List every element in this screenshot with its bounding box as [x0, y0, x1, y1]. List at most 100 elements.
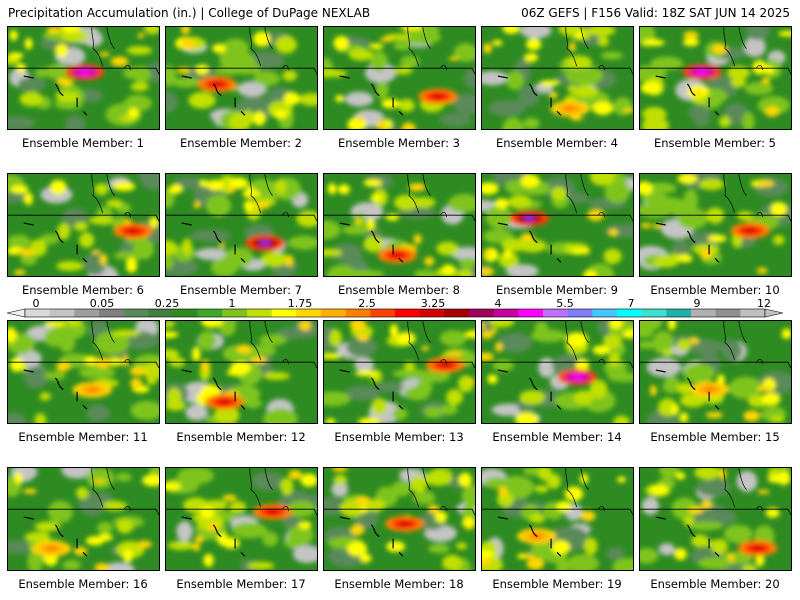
precip-blob	[566, 554, 599, 570]
precip-blob	[332, 468, 348, 472]
precip-blob	[408, 183, 426, 192]
precip-field	[8, 27, 159, 129]
lake-outlines	[339, 516, 404, 557]
precip-blob	[14, 472, 23, 485]
precip-blob	[44, 321, 66, 327]
precip-blob	[335, 94, 345, 103]
precip-blob	[167, 387, 182, 407]
precip-blob	[85, 536, 105, 546]
ensemble-member-label: Ensemble Member: 1	[22, 136, 144, 150]
ensemble-member-label: Ensemble Member: 14	[492, 430, 622, 444]
precip-blob	[413, 234, 422, 245]
ensemble-member-label: Ensemble Member: 10	[650, 283, 780, 297]
precip-max-core	[523, 215, 536, 222]
precip-blob	[482, 43, 492, 54]
colorbar-swatch	[49, 309, 75, 317]
precip-blob	[259, 334, 287, 346]
precip-blob	[723, 524, 753, 544]
ensemble-map-panel	[639, 467, 792, 571]
ensemble-map-panel	[165, 467, 318, 571]
precip-blob	[573, 85, 599, 98]
precip-blob	[455, 542, 468, 550]
precip-blob	[298, 93, 317, 106]
colorbar-swatch	[247, 309, 272, 317]
precip-blob	[144, 27, 159, 35]
ensemble-member-label: Ensemble Member: 6	[22, 283, 144, 297]
precip-blob	[94, 562, 110, 570]
precip-max-core	[218, 398, 231, 405]
precip-blob	[188, 91, 216, 109]
precip-blob	[250, 356, 267, 364]
precip-blob	[488, 100, 526, 117]
precip-blob	[434, 511, 448, 523]
precip-blob	[337, 184, 350, 195]
colorbar-min-arrow	[6, 308, 26, 318]
precip-blob	[227, 185, 235, 194]
ensemble-map-panel	[7, 26, 160, 130]
border-line	[166, 214, 317, 222]
ensemble-member-label: Ensemble Member: 19	[492, 577, 622, 591]
precip-blob	[645, 182, 677, 194]
precip-blob	[458, 472, 472, 488]
precip-blob	[126, 46, 153, 55]
precip-field	[166, 468, 317, 570]
precip-blob	[166, 331, 179, 338]
precip-blob	[483, 229, 514, 244]
precip-blob	[707, 234, 727, 243]
border-line	[482, 361, 633, 369]
precip-blob	[579, 473, 589, 484]
precip-blob	[439, 330, 467, 347]
lake-outlines	[497, 516, 562, 557]
precip-blob	[568, 191, 588, 204]
precip-blob	[288, 470, 303, 480]
precip-blob	[86, 404, 110, 422]
precip-blob	[207, 522, 221, 532]
precip-blob	[772, 235, 785, 246]
precip-blob	[180, 38, 197, 50]
lake-outlines	[339, 222, 404, 263]
precip-blob	[123, 94, 152, 112]
precip-blob	[613, 415, 630, 423]
colorbar-swatch	[469, 309, 494, 317]
precip-blob	[285, 254, 294, 267]
precip-blob	[197, 330, 217, 351]
colorbar-swatch	[493, 309, 519, 317]
precip-field	[640, 27, 791, 129]
precip-blob	[86, 468, 115, 489]
precip-blob	[494, 198, 509, 209]
precip-blob	[424, 256, 435, 266]
precip-blob	[181, 27, 190, 35]
precip-blob	[280, 477, 294, 495]
precip-blob	[365, 498, 386, 512]
colorbar-swatch	[691, 309, 716, 317]
lake-outlines	[655, 369, 720, 410]
precip-blob	[125, 257, 138, 273]
precip-blob	[283, 92, 300, 106]
precip-blob	[641, 497, 659, 515]
precip-blob	[457, 269, 473, 276]
page-title: Precipitation Accumulation (in.) | Colle…	[8, 6, 371, 20]
precip-blob	[602, 334, 622, 349]
coastline	[91, 321, 131, 365]
precip-blob	[670, 199, 689, 218]
precip-blob	[606, 547, 625, 560]
precip-blob	[192, 543, 201, 551]
coastline	[723, 27, 763, 71]
precip-blob	[355, 219, 363, 225]
precip-blob	[778, 30, 791, 37]
precip-blob	[569, 41, 576, 52]
precip-blob	[149, 216, 159, 229]
precip-blob	[617, 476, 626, 483]
ensemble-member-label: Ensemble Member: 20	[650, 577, 780, 591]
precip-blob	[744, 82, 774, 95]
precip-blob	[327, 183, 337, 195]
colorbar-tick-label: 3.25	[420, 297, 446, 310]
precip-blob	[770, 415, 785, 423]
precip-blob	[526, 557, 545, 570]
precip-blob	[468, 378, 475, 384]
precip-blob	[371, 398, 388, 415]
precip-blob	[551, 540, 571, 555]
ensemble-member-label: Ensemble Member: 16	[18, 577, 148, 591]
precip-blob	[91, 249, 101, 254]
precip-blob	[461, 484, 475, 507]
